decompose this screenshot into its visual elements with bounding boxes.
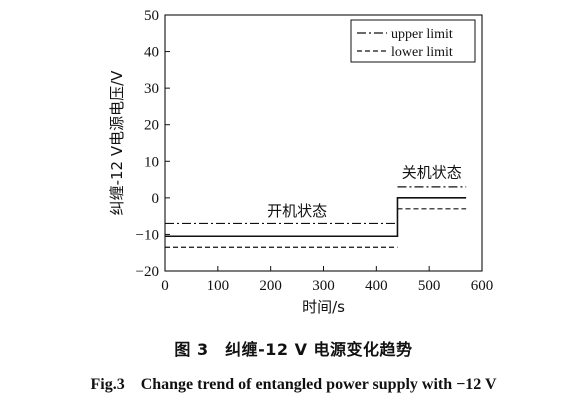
x-tick-label: 200 — [259, 278, 282, 294]
x-axis-label: 时间/s — [302, 298, 345, 316]
y-tick-label: 50 — [144, 8, 159, 24]
x-tick-label: 0 — [161, 278, 169, 294]
annotations: 开机状态 关机状态 — [267, 164, 462, 220]
x-tick-label: 100 — [207, 278, 230, 294]
tick-marks — [164, 14, 483, 272]
figure-caption-english: Fig.3 Change trend of entangled power su… — [90, 376, 497, 393]
legend: upper limit lower limit — [350, 19, 476, 63]
x-tick-label: 300 — [312, 278, 335, 294]
y-tick-label: 30 — [144, 81, 159, 97]
legend-box — [350, 19, 476, 63]
y-tick-label: −20 — [136, 264, 159, 280]
figure-caption-chinese: 图 3 纠缠-12 V 电源变化趋势 — [174, 340, 413, 359]
y-tick-label: 40 — [144, 45, 159, 61]
y-tick-label: 0 — [152, 191, 160, 207]
legend-label: upper limit — [391, 27, 453, 42]
axis-labels: 0 100 200 300 400 500 600 −20 −10 0 10 20 30 40 50 时间/s… — [108, 8, 493, 316]
x-tick-label: 400 — [365, 278, 388, 294]
series-layer — [165, 186, 467, 248]
voltage-line — [165, 197, 467, 238]
y-tick-label: −10 — [136, 227, 159, 243]
x-tick-label: 600 — [471, 278, 494, 294]
y-tick-label: 20 — [144, 118, 159, 134]
y-axis-label: 纠缠-12 V电源电压/V — [108, 70, 126, 216]
legend-label: lower limit — [391, 45, 453, 60]
state-annotation: 关机状态 — [402, 164, 462, 182]
x-tick-label: 500 — [418, 278, 441, 294]
state-annotation: 开机状态 — [267, 202, 327, 220]
y-tick-label: 10 — [144, 154, 159, 170]
